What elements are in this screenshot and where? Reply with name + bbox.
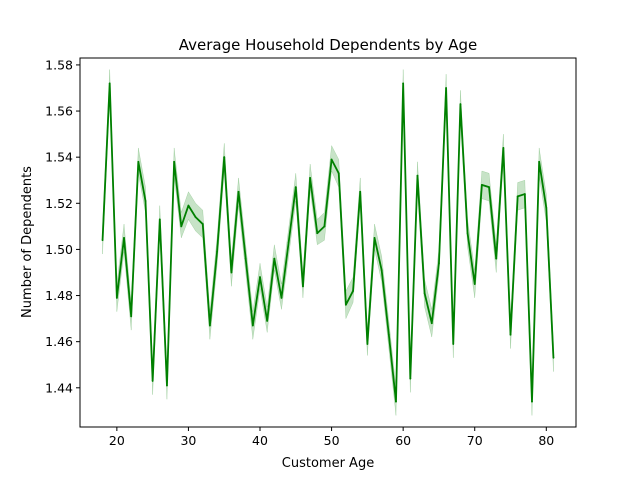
x-axis: 20 30 40 50 60 70 80: [109, 427, 554, 448]
y-tick-label: 1.56: [45, 104, 73, 119]
y-tick-label: 1.48: [45, 288, 73, 303]
x-tick-label: 80: [538, 433, 554, 448]
data-point: [158, 218, 161, 221]
data-point: [330, 158, 333, 161]
data-point: [509, 333, 512, 336]
data-point: [488, 186, 490, 189]
data-point: [538, 160, 541, 163]
plot-area: [101, 69, 555, 416]
data-point: [466, 232, 469, 235]
y-tick-label: 1.50: [45, 242, 73, 257]
data-point: [115, 296, 118, 299]
data-point: [173, 160, 176, 163]
data-point: [309, 177, 312, 179]
data-point: [266, 320, 269, 322]
data-point: [244, 257, 247, 260]
data-point: [166, 384, 168, 387]
data-point: [459, 103, 462, 106]
data-point: [395, 400, 397, 403]
data-point: [251, 324, 254, 327]
data-point: [230, 271, 233, 274]
data-point: [373, 236, 376, 239]
data-point: [302, 285, 304, 288]
data-point: [545, 207, 548, 209]
data-point: [101, 239, 104, 242]
data-point: [287, 241, 290, 244]
data-point: [495, 257, 498, 260]
data-point: [531, 400, 533, 403]
data-point: [409, 377, 412, 380]
data-point: [216, 250, 218, 253]
data-point: [402, 82, 405, 85]
axes-frame: [79, 57, 577, 428]
data-point: [473, 283, 476, 285]
data-point: [366, 343, 369, 345]
data-point: [130, 315, 133, 318]
data-point: [123, 236, 125, 239]
data-point: [445, 87, 447, 89]
x-tick-label: 40: [252, 433, 268, 448]
x-tick-label: 30: [180, 433, 196, 448]
data-point: [516, 195, 519, 198]
data-point: [151, 379, 154, 382]
series-line: [101, 82, 555, 403]
data-point: [359, 190, 362, 193]
data-point: [180, 225, 183, 228]
y-axis-label: Number of Dependents: [20, 166, 35, 318]
data-point: [294, 186, 297, 189]
data-point: [352, 290, 354, 292]
data-point: [323, 225, 326, 228]
data-point: [523, 193, 526, 195]
y-tick-label: 1.58: [45, 57, 73, 72]
x-tick-label: 20: [109, 433, 125, 448]
data-point: [108, 82, 111, 85]
data-point: [423, 292, 426, 295]
x-tick-label: 70: [467, 433, 483, 448]
x-axis-label: Customer Age: [282, 456, 374, 471]
x-tick-label: 50: [324, 433, 340, 448]
confidence-band: [102, 69, 554, 416]
data-point: [194, 216, 197, 219]
data-point: [137, 160, 140, 163]
data-point: [430, 322, 433, 325]
data-point: [452, 343, 455, 345]
data-point: [316, 232, 319, 235]
data-point: [144, 200, 147, 202]
data-point: [344, 303, 347, 306]
chart-title: Average Household Dependents by Age: [179, 36, 477, 54]
data-point: [387, 333, 390, 336]
data-point: [480, 183, 483, 186]
y-axis: 1.44 1.46 1.48 1.50 1.52 1.54 1.56 1.58: [45, 57, 80, 395]
y-tick-label: 1.46: [45, 334, 73, 349]
data-point: [337, 172, 340, 175]
data-point: [223, 156, 226, 159]
data-point: [237, 190, 240, 193]
y-tick-label: 1.54: [45, 150, 73, 165]
data-point: [438, 262, 440, 265]
data-point: [209, 324, 211, 327]
data-point: [380, 269, 383, 272]
data-point: [201, 223, 204, 225]
x-tick-label: 60: [395, 433, 411, 448]
data-point: [259, 276, 261, 278]
y-tick-label: 1.44: [45, 380, 73, 395]
data-point: [273, 257, 276, 260]
data-point: [187, 204, 190, 207]
data-point: [502, 147, 505, 149]
y-tick-label: 1.52: [45, 196, 73, 211]
data-point: [280, 296, 283, 299]
data-point: [416, 174, 419, 177]
data-point: [552, 356, 555, 359]
